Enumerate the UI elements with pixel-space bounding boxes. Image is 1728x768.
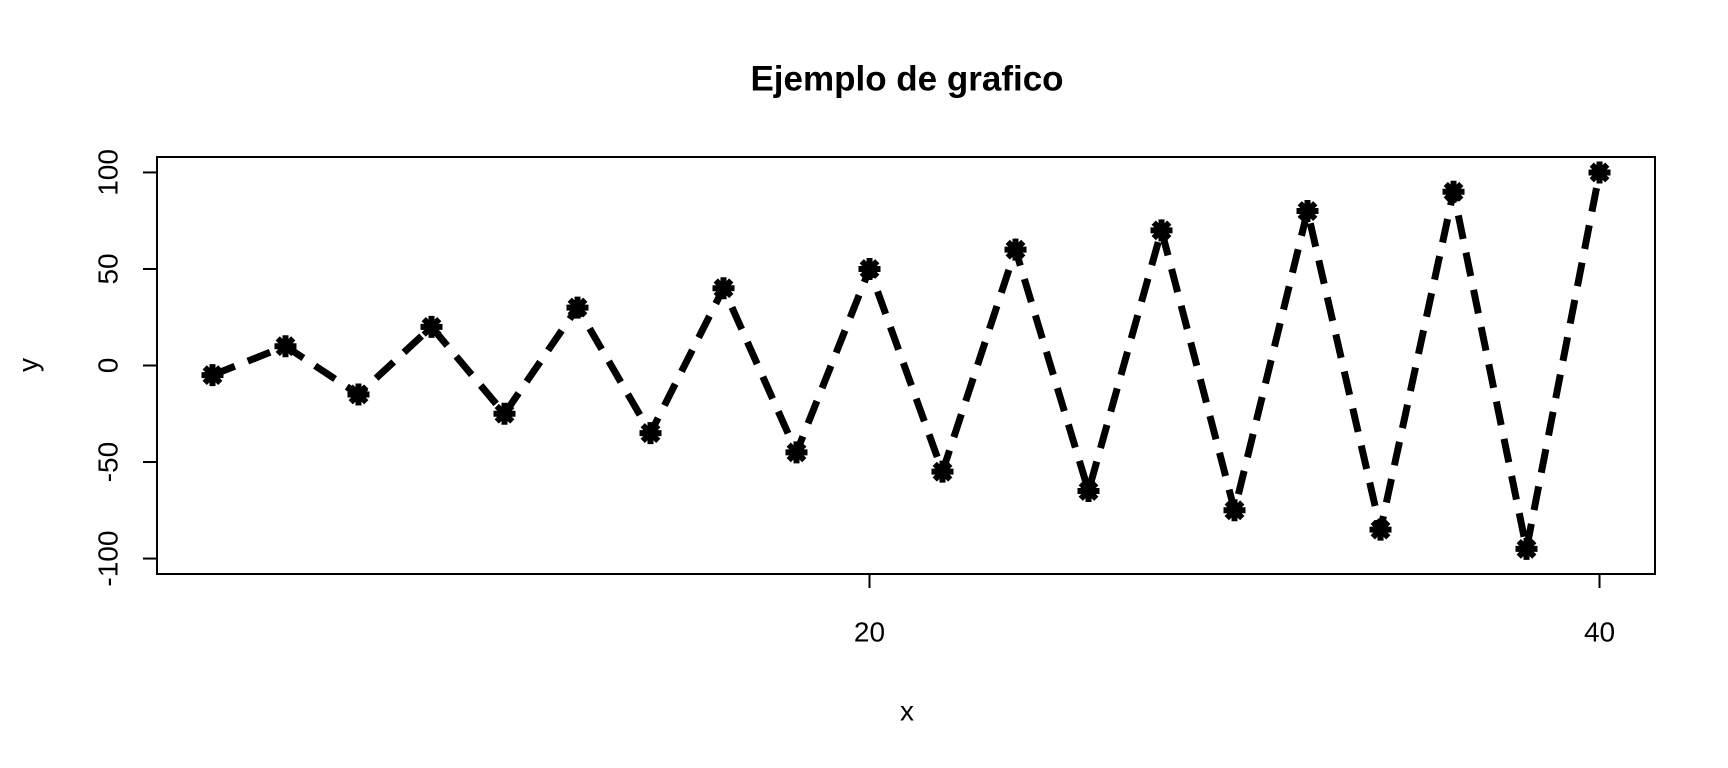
data-marker [785,441,808,464]
data-marker [1077,479,1100,502]
data-marker [201,364,224,387]
data-marker [1004,238,1027,261]
data-marker [493,402,516,425]
data-line [211,171,1603,550]
data-marker [712,277,735,300]
data-marker [1296,200,1319,223]
y-tick-label: -100 [92,531,123,587]
y-tick-label: 0 [92,358,123,374]
x-axis-label: x [900,695,914,726]
data-marker [1150,219,1173,242]
data-marker [1515,537,1538,560]
y-tick-label: 50 [92,253,123,284]
data-marker [931,460,954,483]
data-marker [1223,499,1246,522]
data-marker [347,383,370,406]
data-marker [1369,518,1392,541]
x-tick-label: 20 [854,616,885,647]
data-marker [420,315,443,338]
chart-title: Ejemplo de grafico [750,59,1063,98]
data-marker [274,335,297,358]
data-marker [858,257,881,280]
data-marker [1442,180,1465,203]
y-tick-label: 100 [92,149,123,196]
data-marker [566,296,589,319]
x-tick-label: 40 [1584,616,1615,647]
data-marker [639,422,662,445]
y-axis-label: y [12,358,43,372]
data-marker [1588,161,1611,184]
y-tick-label: -50 [92,442,123,482]
